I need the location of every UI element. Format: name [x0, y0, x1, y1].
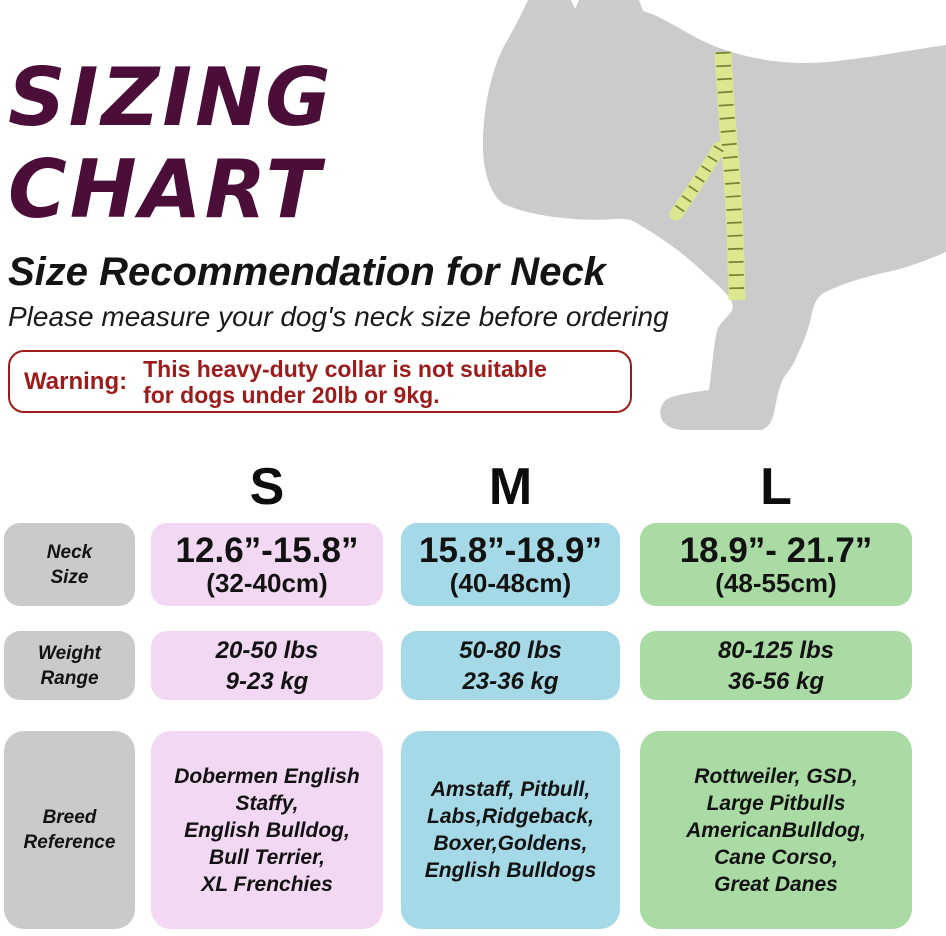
breed-reference-l-cell: Rottweiler, GSD, Large Pitbulls American…	[640, 731, 912, 929]
column-header-l: L	[760, 458, 792, 516]
neck-size-l-cell: 18.9”- 21.7” (48-55cm)	[640, 523, 912, 606]
dog-body-shape	[482, 0, 946, 430]
weight-range-l-cell: 80-125 lbs 36-56 kg	[640, 631, 912, 700]
warning-text: This heavy-duty collar is not suitable f…	[143, 355, 547, 408]
row-label-neck-size: Neck Size	[4, 523, 135, 606]
neck-size-s-metric: (32-40cm)	[206, 568, 328, 598]
breed-reference-s-cell: Dobermen English Staffy, English Bulldog…	[151, 731, 383, 929]
weight-range-m-cell: 50-80 lbs 23-36 kg	[401, 631, 620, 700]
breed-reference-m-cell: Amstaff, Pitbull, Labs,Ridgeback, Boxer,…	[401, 731, 620, 929]
column-header-s: S	[249, 458, 285, 516]
warning-box: Warning: This heavy-duty collar is not s…	[8, 350, 632, 413]
page-subtitle: Size Recommendation for Neck	[8, 250, 606, 294]
neck-size-s-cell: 12.6”-15.8” (32-40cm)	[151, 523, 383, 606]
warning-label: Warning:	[24, 367, 128, 395]
column-header-m: M	[488, 458, 533, 516]
neck-size-m-metric: (40-48cm)	[449, 568, 572, 598]
measure-note: Please measure your dog's neck size befo…	[8, 301, 669, 332]
neck-size-s-range: 12.6”-15.8”	[175, 531, 359, 570]
neck-size-l-range: 18.9”- 21.7”	[679, 531, 873, 570]
row-label-breed-reference: Breed Reference	[4, 731, 135, 929]
page-title: SIZING CHART	[8, 51, 334, 236]
neck-size-m-cell: 15.8”-18.9” (40-48cm)	[401, 523, 620, 606]
dog-silhouette-illustration	[482, 0, 946, 430]
neck-size-l-metric: (48-55cm)	[715, 568, 837, 598]
row-label-weight-range: Weight Range	[4, 631, 135, 700]
measuring-tape-icon	[669, 51, 746, 301]
neck-size-m-range: 15.8”-18.9”	[419, 531, 602, 570]
weight-range-s-cell: 20-50 lbs 9-23 kg	[151, 631, 383, 700]
